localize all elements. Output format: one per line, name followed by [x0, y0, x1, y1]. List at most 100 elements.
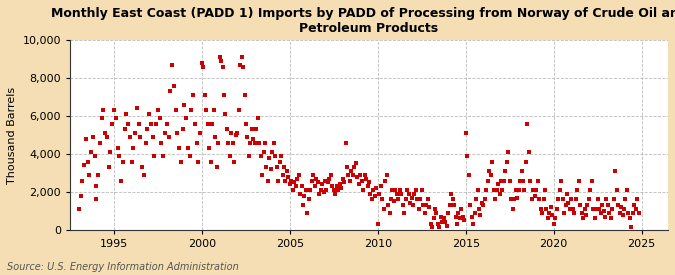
Point — [612, 188, 622, 192]
Point — [204, 146, 215, 150]
Point — [398, 203, 408, 207]
Point — [450, 214, 461, 219]
Point — [299, 194, 310, 198]
Point — [392, 192, 402, 196]
Point — [605, 216, 616, 221]
Point — [513, 188, 524, 192]
Point — [608, 197, 619, 202]
Title: Monthly East Coast (PADD 1) Imports by PADD of Processing from Norway of Crude O: Monthly East Coast (PADD 1) Imports by P… — [51, 7, 675, 35]
Point — [396, 192, 406, 196]
Point — [604, 211, 615, 215]
Point — [562, 192, 572, 196]
Point — [209, 108, 219, 112]
Point — [529, 194, 540, 198]
Point — [539, 188, 550, 192]
Point — [84, 173, 95, 177]
Point — [390, 188, 401, 192]
Point — [302, 211, 313, 215]
Point — [410, 188, 421, 192]
Point — [355, 173, 366, 177]
Point — [298, 203, 308, 207]
Point — [244, 154, 254, 158]
Point — [181, 116, 192, 120]
Point — [495, 178, 506, 183]
Point — [620, 197, 631, 202]
Point — [242, 135, 252, 139]
Point — [119, 127, 130, 131]
Point — [538, 197, 549, 202]
Point — [371, 186, 382, 190]
Point — [440, 220, 451, 224]
Point — [510, 188, 521, 192]
Point — [176, 159, 186, 164]
Point — [441, 224, 452, 228]
Point — [161, 122, 172, 126]
Point — [519, 188, 530, 192]
Point — [117, 159, 128, 164]
Text: Source: U.S. Energy Information Administration: Source: U.S. Energy Information Administ… — [7, 262, 238, 272]
Point — [610, 169, 621, 173]
Point — [249, 141, 260, 145]
Point — [614, 211, 625, 215]
Point — [186, 108, 197, 112]
Point — [343, 173, 354, 177]
Point — [75, 194, 86, 198]
Point — [207, 122, 217, 126]
Point — [438, 216, 449, 221]
Point — [373, 222, 383, 226]
Point — [479, 197, 490, 202]
Point — [198, 65, 209, 69]
Point — [522, 122, 533, 126]
Point — [380, 178, 391, 183]
Point — [384, 211, 395, 215]
Point — [587, 178, 597, 183]
Point — [369, 194, 380, 198]
Point — [333, 188, 344, 192]
Point — [288, 188, 298, 192]
Point — [506, 197, 516, 202]
Point — [633, 211, 644, 215]
Point — [109, 108, 119, 112]
Point — [261, 165, 272, 169]
Point — [140, 141, 151, 145]
Point — [582, 203, 593, 207]
Point — [591, 207, 601, 211]
Point — [255, 154, 266, 158]
Point — [146, 122, 157, 126]
Point — [514, 178, 525, 183]
Point — [315, 188, 326, 192]
Point — [350, 161, 361, 166]
Point — [528, 188, 539, 192]
Point — [622, 188, 632, 192]
Point — [77, 178, 88, 183]
Point — [329, 188, 340, 192]
Point — [304, 197, 315, 202]
Point — [487, 159, 497, 164]
Point — [182, 146, 193, 150]
Point — [349, 165, 360, 169]
Point — [556, 178, 566, 183]
Point — [86, 150, 97, 154]
Point — [368, 188, 379, 192]
Point — [563, 201, 574, 205]
Point — [566, 197, 576, 202]
Point — [541, 207, 551, 211]
Point — [308, 173, 319, 177]
Point — [416, 188, 427, 192]
Point — [592, 197, 603, 202]
Point — [472, 188, 483, 192]
Point — [560, 203, 571, 207]
Point — [178, 127, 188, 131]
Point — [567, 207, 578, 211]
Point — [256, 173, 267, 177]
Point — [323, 180, 333, 185]
Point — [518, 178, 529, 183]
Point — [352, 175, 362, 179]
Point — [264, 156, 275, 160]
Point — [306, 178, 317, 183]
Point — [623, 211, 634, 215]
Point — [583, 197, 594, 202]
Point — [412, 197, 423, 202]
Point — [626, 225, 637, 229]
Point — [283, 175, 294, 179]
